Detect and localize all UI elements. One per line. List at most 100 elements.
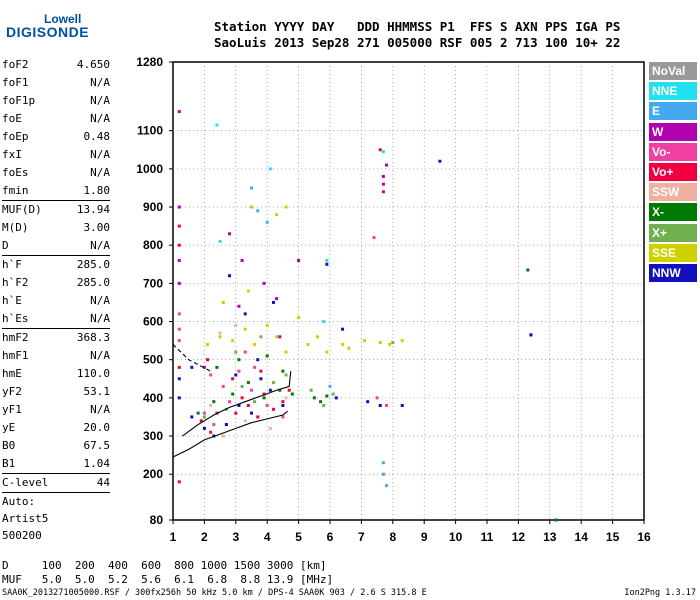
echo-point — [177, 396, 181, 400]
param-name: foE — [2, 112, 22, 125]
echo-point — [209, 404, 213, 407]
echo-point — [271, 407, 275, 411]
param-name: MUF(D) — [2, 203, 42, 216]
echo-point — [177, 258, 181, 262]
file-info: SAA0K_2013271005000.RSF / 300fx256h 50 k… — [2, 588, 427, 598]
echo-point — [215, 123, 219, 127]
echo-point — [253, 342, 257, 346]
echo-point — [221, 300, 225, 304]
separator — [2, 473, 110, 474]
echo-point — [253, 365, 257, 369]
header-line2: SaoLuis 2013 Sep28 271 005000 RSF 005 2 … — [214, 35, 621, 50]
echo-point — [206, 342, 210, 346]
echo-point — [218, 239, 222, 243]
param-value: 285.0 — [76, 276, 110, 289]
param-row: hmE 110.0 — [2, 365, 110, 383]
echo-point — [366, 400, 370, 404]
legend-item-sse: SSE — [649, 243, 697, 262]
y-tick-label: 300 — [143, 429, 163, 443]
echo-point — [212, 400, 216, 404]
param-row: M(D) 3.00 — [2, 219, 110, 237]
echo-point — [297, 316, 301, 320]
echo-point — [297, 258, 301, 262]
echo-point — [312, 396, 316, 400]
echo-point — [281, 415, 285, 419]
echo-point — [363, 339, 367, 343]
x-tick-label: 13 — [543, 530, 557, 544]
legend-item-nnw: NNW — [649, 263, 697, 282]
param-value: 13.94 — [76, 203, 110, 216]
trace-X-trace — [182, 371, 292, 437]
echo-point — [271, 381, 275, 385]
echo-point — [231, 339, 235, 343]
y-tick-label: 1000 — [136, 162, 163, 176]
param-name: h`E — [2, 294, 22, 307]
param-name: foF1p — [2, 94, 36, 107]
echo-point — [265, 404, 269, 407]
x-tick-label: 4 — [264, 530, 271, 544]
param-name: D — [2, 239, 9, 252]
echo-point — [381, 150, 385, 154]
auto-line: 500200 — [2, 529, 42, 542]
param-row: foEp 0.48 — [2, 128, 110, 146]
echo-point — [290, 392, 294, 396]
echo-point — [275, 335, 279, 339]
echo-point — [322, 320, 326, 324]
echo-point — [284, 350, 288, 354]
echo-point — [319, 400, 323, 404]
echo-point — [234, 411, 238, 415]
trace-profile — [172, 410, 288, 458]
legend-item-x: X+ — [649, 223, 697, 242]
legend-item-x: X- — [649, 203, 697, 222]
station-header: Station YYYY DAY DDD HHMMSS P1 FFS S AXN… — [214, 19, 620, 51]
param-name: M(D) — [2, 221, 29, 234]
echo-point — [231, 377, 235, 381]
echo-point — [284, 205, 288, 209]
echo-point — [221, 384, 225, 388]
echo-point — [526, 268, 530, 272]
echo-point — [177, 327, 181, 331]
echo-point — [250, 388, 253, 392]
param-name: C-level — [2, 476, 49, 489]
echo-point — [325, 394, 329, 398]
echo-point — [237, 404, 241, 407]
echo-point — [325, 262, 329, 266]
param-value: 3.00 — [83, 221, 111, 234]
param-name: h`Es — [2, 312, 29, 325]
logo-line1: Lowell — [44, 12, 82, 26]
echo-point — [378, 341, 382, 345]
x-tick-label: 2 — [201, 530, 208, 544]
muf-row: MUF 5.0 5.0 5.2 5.6 6.1 6.8 8.8 13.9 [MH… — [2, 573, 334, 586]
param-row: MUF(D) 13.94 — [2, 201, 110, 219]
echo-point — [215, 365, 219, 369]
echo-point — [202, 411, 206, 415]
echo-point — [322, 404, 326, 407]
echo-point — [284, 373, 288, 377]
echo-point — [281, 404, 285, 407]
echo-point — [306, 342, 310, 346]
param-row: foE N/A — [2, 110, 110, 128]
param-value: 53.1 — [83, 385, 111, 398]
legend-item-w: W — [649, 122, 697, 141]
param-value: 0.48 — [83, 130, 111, 143]
y-tick-label: 700 — [143, 276, 163, 290]
y-tick-label: 1280 — [136, 55, 163, 69]
echo-point — [265, 354, 269, 358]
echo-point — [400, 404, 404, 407]
param-value: N/A — [90, 294, 110, 307]
echo-point — [177, 365, 181, 369]
echo-point — [262, 396, 266, 400]
parameters-panel: foF2 4.650 foF1 N/A foF1p N/A foE N/A foEp 0.48 fx… — [2, 56, 110, 544]
x-tick-label: 1 — [170, 530, 177, 544]
param-name: B0 — [2, 439, 16, 452]
polarization-legend: NoVal NNE E W Vo- Vo+ SSW X- X+ SSE NNW — [649, 62, 697, 284]
echo-point — [243, 327, 247, 331]
param-value: N/A — [90, 112, 110, 125]
param-value: 67.5 — [83, 439, 111, 452]
echo-point — [231, 392, 235, 396]
echo-point — [381, 190, 385, 194]
echo-point — [372, 236, 376, 240]
echo-point — [381, 472, 385, 476]
params-group-f: foF2 4.650 foF1 N/A foF1p N/A foE N/A foEp 0.48 fx… — [2, 56, 110, 200]
